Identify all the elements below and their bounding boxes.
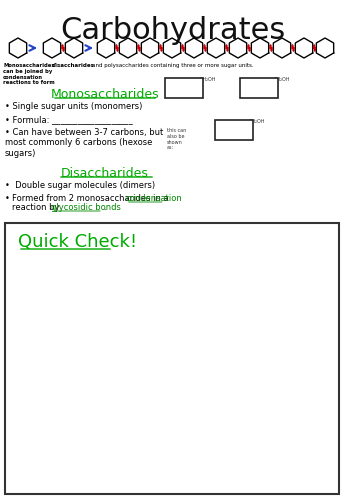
Text: •: • xyxy=(5,194,10,203)
Text: Carbohydrates: Carbohydrates xyxy=(60,16,286,45)
Polygon shape xyxy=(251,38,268,58)
Text: .: . xyxy=(103,203,106,212)
Polygon shape xyxy=(141,38,159,58)
Polygon shape xyxy=(65,38,83,58)
Polygon shape xyxy=(273,38,291,58)
Text: Quick Check!: Quick Check! xyxy=(18,233,137,251)
Bar xyxy=(240,78,278,98)
Polygon shape xyxy=(295,38,313,58)
Text: • Can have between 3-7 carbons, but
most commonly 6 carbons (hexose
sugars): • Can have between 3-7 carbons, but most… xyxy=(5,128,163,158)
Text: CH₂OH: CH₂OH xyxy=(200,77,216,82)
Text: •  Double sugar molecules (dimers): • Double sugar molecules (dimers) xyxy=(5,181,155,190)
Bar xyxy=(165,78,203,98)
Text: condensation: condensation xyxy=(126,194,182,203)
Text: Formed from 2 monosaccharides in a: Formed from 2 monosaccharides in a xyxy=(12,194,171,203)
Polygon shape xyxy=(316,38,334,58)
Polygon shape xyxy=(207,38,225,58)
Polygon shape xyxy=(97,38,115,58)
Polygon shape xyxy=(9,38,27,58)
Polygon shape xyxy=(229,38,247,58)
Text: glycosidic bonds: glycosidic bonds xyxy=(51,203,121,212)
Bar xyxy=(215,120,253,140)
Text: reaction by: reaction by xyxy=(12,203,62,212)
Text: disaccharides: disaccharides xyxy=(52,63,95,68)
Text: this can
also be
shown
as:: this can also be shown as: xyxy=(167,128,186,150)
Text: and polysaccharides containing three or more sugar units.: and polysaccharides containing three or … xyxy=(92,63,254,68)
Polygon shape xyxy=(119,38,137,58)
Text: CH₂OH: CH₂OH xyxy=(274,77,290,82)
Text: Monosaccharides
can be joined by
condensation
reactions to form: Monosaccharides can be joined by condens… xyxy=(3,63,55,86)
Text: Disaccharides: Disaccharides xyxy=(61,167,149,180)
Polygon shape xyxy=(163,38,181,58)
Text: • Formula: ___________________: • Formula: ___________________ xyxy=(5,115,133,124)
Bar xyxy=(5,223,339,494)
Text: • Single sugar units (monomers): • Single sugar units (monomers) xyxy=(5,102,142,111)
Polygon shape xyxy=(185,38,203,58)
Text: CH₂OH: CH₂OH xyxy=(249,119,265,124)
Text: Monosaccharides: Monosaccharides xyxy=(51,88,159,101)
Polygon shape xyxy=(43,38,61,58)
